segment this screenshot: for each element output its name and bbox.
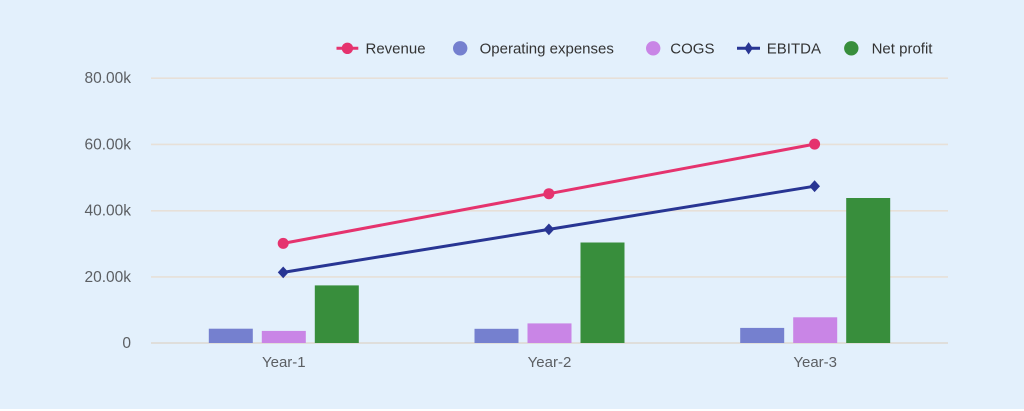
svg-text:80.00k: 80.00k [84,70,131,87]
svg-text:Operating expenses: Operating expenses [480,41,614,58]
svg-text:0: 0 [122,335,131,352]
svg-text:Net profit: Net profit [872,41,934,58]
svg-text:Revenue: Revenue [366,41,426,58]
svg-text:Year-3: Year-3 [793,354,837,371]
svg-text:Year-2: Year-2 [528,354,572,371]
svg-text:60.00k: 60.00k [84,136,131,153]
svg-text:COGS: COGS [670,41,714,58]
svg-text:EBITDA: EBITDA [767,41,821,58]
svg-text:Year-1: Year-1 [262,354,306,371]
svg-text:20.00k: 20.00k [84,269,131,286]
svg-text:40.00k: 40.00k [84,203,131,220]
